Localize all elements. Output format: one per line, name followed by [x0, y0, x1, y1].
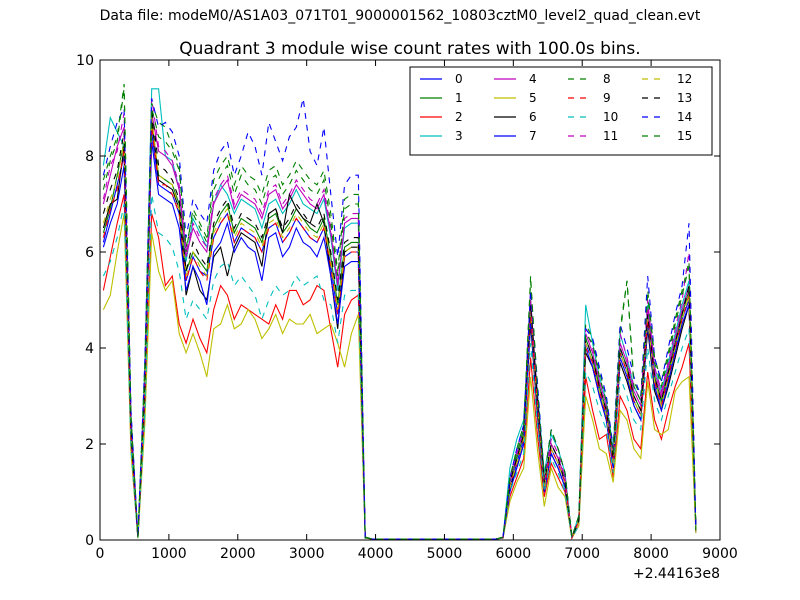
legend-box — [409, 66, 713, 156]
y-tick-label: 0 — [85, 533, 94, 549]
plot-area — [102, 83, 697, 540]
x-tick-label: 4000 — [358, 546, 394, 562]
series-line-6 — [102, 117, 697, 540]
series-line-11 — [102, 98, 697, 540]
legend-label-6: 6 — [529, 110, 537, 124]
legend-label-7: 7 — [529, 129, 537, 143]
series-line-14 — [102, 98, 697, 540]
x-tick-label: 1000 — [151, 546, 187, 562]
legend-label-4: 4 — [529, 72, 537, 86]
legend-label-15: 15 — [677, 129, 692, 143]
series-line-15 — [102, 88, 697, 540]
series-line-9 — [102, 127, 697, 540]
axes-frame — [99, 59, 721, 541]
legend-label-14: 14 — [677, 110, 692, 124]
figure-suptitle: Data file: modeM0/AS1A03_071T01_90000015… — [99, 8, 701, 24]
series-line-3 — [102, 88, 697, 540]
x-tick-label: 6000 — [496, 546, 532, 562]
y-tick-label: 2 — [85, 437, 94, 453]
legend-label-0: 0 — [455, 72, 463, 86]
y-tick-label: 4 — [85, 341, 94, 357]
legend-label-13: 13 — [677, 91, 692, 105]
y-tick-label: 10 — [76, 53, 94, 69]
legend-label-10: 10 — [603, 110, 618, 124]
chart-title: Quadrant 3 module wise count rates with … — [179, 39, 640, 59]
x-axis-offset-label: +2.44163e8 — [633, 566, 720, 582]
legend-label-8: 8 — [603, 72, 611, 86]
x-tick-label: 5000 — [427, 546, 463, 562]
legend-label-11: 11 — [603, 129, 618, 143]
y-tick-label: 8 — [85, 149, 94, 165]
x-tick-label: 8000 — [633, 546, 669, 562]
series-line-4 — [102, 112, 697, 540]
legend-label-2: 2 — [455, 110, 463, 124]
x-tick-label: 3000 — [289, 546, 325, 562]
x-tick-label: 9000 — [702, 546, 738, 562]
axis-ticks: 0 1000 2000 3000 4000 5000 6000 7000 8000 9000 0 2 4… — [76, 53, 738, 562]
x-tick-label: 7000 — [564, 546, 600, 562]
series-line-5 — [102, 213, 697, 540]
legend-label-3: 3 — [455, 129, 463, 143]
y-tick-label: 6 — [85, 245, 94, 261]
series-line-12 — [102, 117, 697, 540]
x-tick-label: 0 — [96, 546, 105, 562]
legend-label-1: 1 — [455, 91, 463, 105]
series-line-1 — [102, 122, 697, 540]
legend-label-12: 12 — [677, 72, 692, 86]
x-tick-label: 2000 — [220, 546, 256, 562]
legend-label-5: 5 — [529, 91, 537, 105]
legend-label-9: 9 — [603, 91, 611, 105]
